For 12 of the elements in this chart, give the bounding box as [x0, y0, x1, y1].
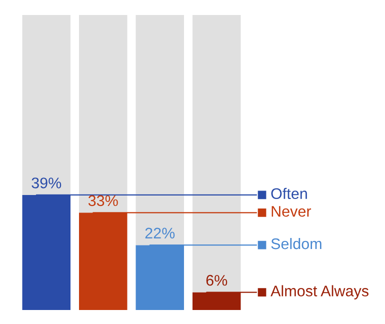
data-label: 33% — [88, 195, 118, 206]
legend-label: Almost Always — [270, 285, 368, 300]
legend-label: Never — [272, 206, 312, 217]
data-label: 39% — [32, 178, 62, 188]
data-label: 22% — [145, 228, 175, 238]
bar — [79, 15, 128, 213]
legend-label: Often — [271, 188, 307, 200]
bar — [192, 15, 241, 292]
legend-label: Seldom — [271, 238, 322, 250]
data-label: 6% — [206, 274, 228, 286]
bar — [22, 15, 70, 195]
bar — [136, 15, 184, 246]
